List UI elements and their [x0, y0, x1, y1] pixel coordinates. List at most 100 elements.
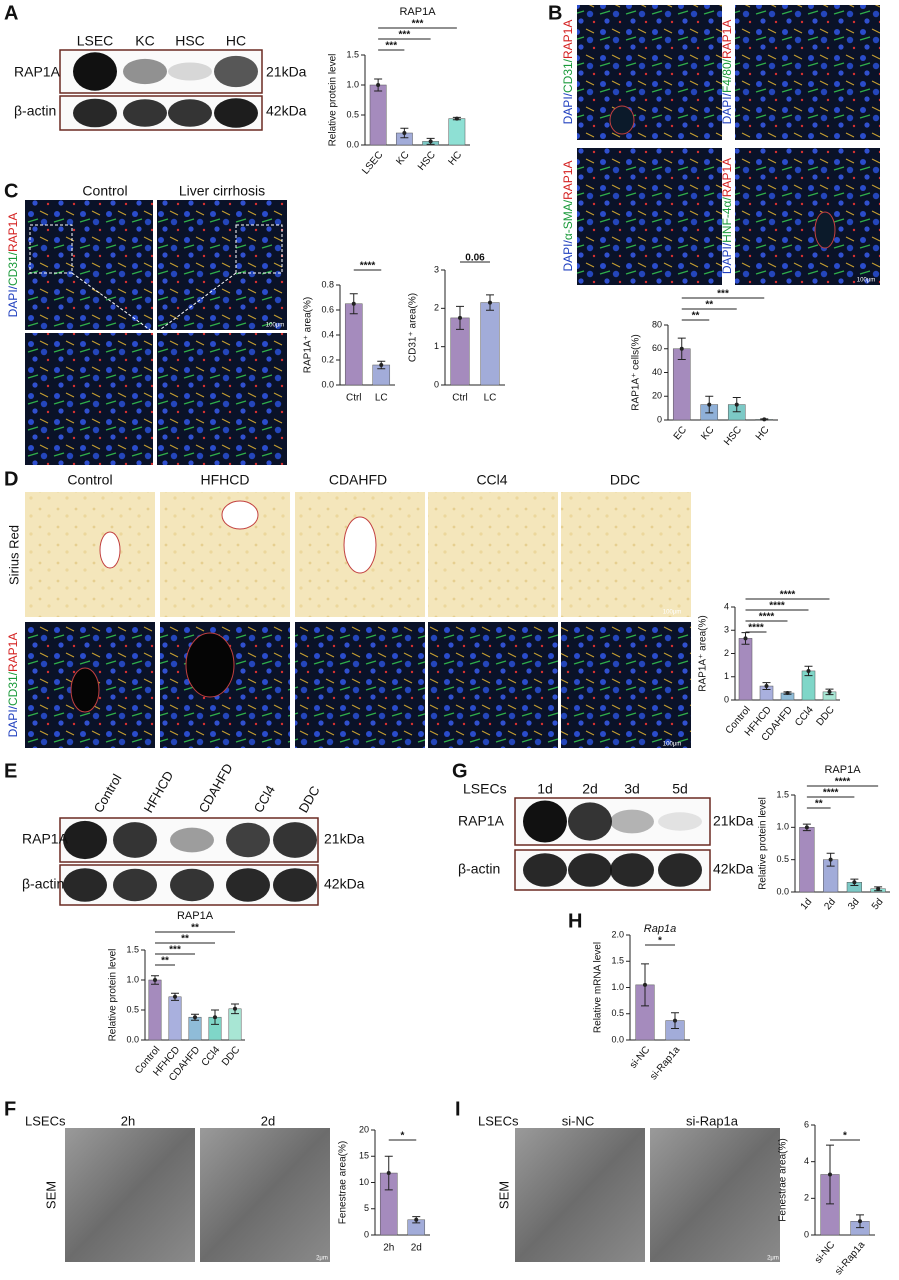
x-tick-label: 3d [846, 897, 862, 913]
label: HFHCD [201, 472, 250, 488]
data-dot [488, 300, 492, 305]
stain-part: DAPI/ [561, 92, 575, 124]
x-tick-label: si-NC [628, 1045, 652, 1071]
y-tick-label: 0.0 [346, 139, 359, 149]
significance-label: ** [191, 923, 199, 934]
y-tick-label: 3 [724, 625, 729, 635]
x-tick-label: HC [446, 150, 464, 168]
micrograph [577, 5, 722, 140]
label: β-actin [14, 103, 56, 119]
label: 100μm [663, 742, 681, 748]
x-tick-label: si-Rap1a [648, 1044, 682, 1082]
micrograph [157, 333, 287, 465]
label: LSECs [478, 1113, 519, 1128]
significance-label: ** [815, 799, 823, 810]
significance-label: ** [705, 300, 713, 311]
data-dot [153, 978, 157, 982]
label: β-actin [22, 876, 64, 892]
x-tick-label: si-NC [813, 1240, 837, 1266]
data-dot [213, 1015, 217, 1020]
y-axis-label: RAP1A⁺ area(%) [698, 615, 709, 691]
data-dot [193, 1015, 197, 1020]
label: SEM [496, 1181, 511, 1209]
data-dot [233, 1006, 237, 1011]
band [523, 800, 567, 843]
y-tick-label: 3 [434, 264, 439, 274]
band [168, 62, 212, 81]
stain-part: RAP1A [561, 161, 575, 200]
label: CDAHFD [329, 472, 387, 488]
x-tick-label: HSC [722, 425, 744, 448]
band [168, 99, 212, 127]
panel-letter: H [568, 910, 582, 932]
y-axis-label: Fenestrae area(%) [338, 1141, 349, 1224]
data-dot [828, 1172, 832, 1177]
y-tick-label: 0.8 [321, 279, 334, 289]
y-tick-label: 0.5 [611, 1008, 624, 1018]
x-tick-label: HSC [416, 150, 438, 173]
stain-part: HNF-4α/ [720, 197, 734, 243]
y-tick-label: 2 [724, 648, 729, 658]
x-tick-label: LC [375, 393, 388, 404]
vessel [185, 632, 235, 698]
y-axis-label: Relative protein level [108, 949, 119, 1042]
chart-title: RAP1A [824, 764, 861, 776]
y-tick-label: 0.0 [611, 1034, 624, 1044]
band [610, 809, 654, 834]
label: DDC [296, 783, 323, 815]
stain-part: RAP1A [6, 633, 20, 672]
y-tick-label: 0.4 [321, 329, 334, 339]
band [73, 52, 117, 91]
significance-label: *** [385, 41, 397, 52]
data-dot [386, 1171, 391, 1176]
label: SEM [43, 1181, 58, 1209]
label: 100μm [663, 610, 681, 616]
significance-label: * [401, 1131, 405, 1142]
band [113, 868, 157, 902]
data-dot [173, 994, 177, 999]
data-dot [679, 346, 684, 351]
band [273, 822, 317, 858]
significance-label: *** [169, 945, 181, 956]
y-tick-label: 4 [724, 601, 729, 611]
data-dot [376, 83, 381, 87]
bar [148, 979, 162, 1041]
panel-letter: F [4, 1098, 16, 1120]
chart-title: Rap1a [644, 923, 676, 935]
y-tick-label: 0.5 [126, 1004, 139, 1014]
panel-letter: G [452, 760, 468, 782]
y-axis-label: RAP1A⁺ cells(%) [631, 334, 642, 410]
significance-label: ** [181, 934, 189, 945]
bar [448, 118, 466, 146]
label: RAP1A [458, 813, 505, 829]
y-tick-label: 1.0 [776, 822, 789, 832]
label: RAP1A [14, 64, 61, 80]
y-tick-label: 0.5 [776, 854, 789, 864]
label: KC [135, 33, 154, 49]
label: Control [82, 183, 127, 199]
label: LSECs [25, 1113, 66, 1128]
label: 2μm [316, 1256, 328, 1262]
x-tick-label: 2h [383, 1243, 394, 1254]
x-tick-label: DDC [814, 705, 836, 729]
vessel [343, 516, 377, 574]
y-tick-label: 2.0 [611, 929, 624, 939]
band [63, 820, 107, 860]
y-tick-label: 80 [652, 319, 662, 329]
stain-label: DAPI/HNF-4α/RAP1A [720, 158, 734, 274]
significance-label: **** [769, 601, 785, 612]
data-dot [827, 689, 832, 694]
significance-label: **** [360, 261, 376, 272]
micrograph [25, 492, 155, 617]
x-tick-label: EC [672, 425, 689, 443]
x-tick-label: Ctrl [452, 393, 468, 404]
stain-part: RAP1A [6, 213, 20, 252]
y-tick-label: 0.6 [321, 304, 334, 314]
stain-label: DAPI/CD31/RAP1A [6, 213, 20, 318]
label: Liver cirrhosis [179, 183, 265, 199]
x-tick-label: HC [754, 425, 772, 443]
x-tick-label: 2d [411, 1243, 422, 1254]
x-tick-label: 1d [799, 897, 815, 913]
stain-part: RAP1A [561, 20, 575, 59]
panel-letter: C [4, 180, 18, 202]
